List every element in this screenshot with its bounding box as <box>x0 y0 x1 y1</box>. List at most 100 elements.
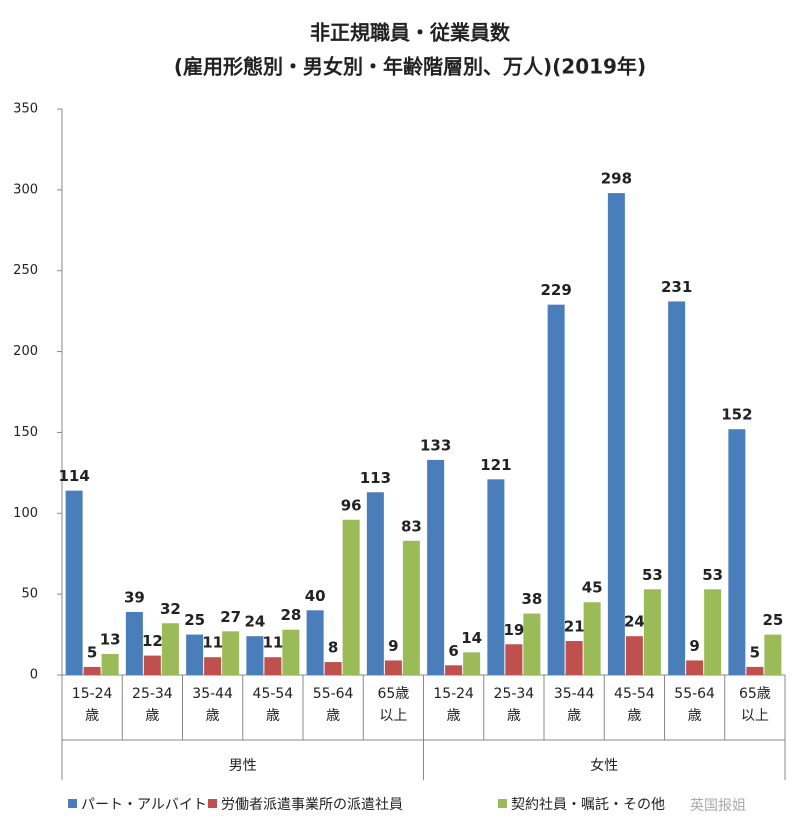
value-label: 13 <box>100 630 121 648</box>
x-tick-label: 歳 <box>627 708 641 724</box>
bar <box>324 662 342 675</box>
x-tick-label: 歳 <box>326 708 340 724</box>
legend-label: パート・アルバイト <box>81 797 207 813</box>
y-tick-label: 250 <box>13 263 38 278</box>
x-tick-label: 歳 <box>266 708 280 724</box>
y-tick-label: 0 <box>30 668 38 683</box>
value-label: 25 <box>762 611 783 629</box>
value-label: 53 <box>702 566 723 584</box>
value-label: 114 <box>58 467 89 485</box>
bar <box>427 459 445 675</box>
bar <box>668 301 686 675</box>
value-label: 298 <box>601 170 632 188</box>
bar <box>264 657 282 675</box>
x-tick-label: 45-54 <box>253 686 294 702</box>
bar <box>764 634 782 675</box>
bar <box>402 540 420 675</box>
value-label: 231 <box>661 278 692 296</box>
x-tick-label: 以上 <box>379 708 407 724</box>
legend-label: 労働者派遣事業所の派遣社員 <box>221 797 403 813</box>
value-label: 152 <box>721 406 752 424</box>
x-tick-label: 歳 <box>507 708 521 724</box>
value-label: 45 <box>582 579 603 597</box>
value-label: 39 <box>124 588 145 606</box>
x-tick-label: 歳 <box>145 708 159 724</box>
bar <box>125 611 143 675</box>
value-label: 12 <box>142 632 163 650</box>
value-label: 40 <box>305 587 326 605</box>
legend-swatch <box>498 799 507 808</box>
x-tick-label: 歳 <box>206 708 220 724</box>
bar <box>547 304 565 675</box>
bar <box>728 429 746 675</box>
bar <box>487 479 505 675</box>
value-label: 133 <box>420 436 451 454</box>
bar <box>445 665 463 675</box>
chart-title: 非正規職員・従業員数 <box>310 21 511 45</box>
bar <box>643 589 661 675</box>
bar <box>246 636 264 675</box>
value-label: 96 <box>341 496 362 514</box>
x-tick-label: 35-44 <box>554 686 595 702</box>
value-label: 5 <box>87 643 97 661</box>
value-label: 14 <box>461 629 482 647</box>
x-tick-label: 55-64 <box>674 686 715 702</box>
value-label: 53 <box>642 566 663 584</box>
bar <box>143 655 161 675</box>
value-label: 9 <box>689 637 699 655</box>
x-tick-label: 65歳 <box>739 686 771 702</box>
bar <box>625 636 643 675</box>
legend-label: 契約社員・嘱託・その他 <box>511 797 665 813</box>
x-tick-label: 25-34 <box>132 686 173 702</box>
bar <box>565 641 583 675</box>
value-label: 83 <box>401 517 422 535</box>
y-tick-label: 300 <box>13 182 38 197</box>
value-label: 6 <box>448 642 458 660</box>
bar <box>186 634 204 675</box>
bar <box>704 589 722 675</box>
x-tick-label: 以上 <box>741 708 769 724</box>
bar <box>384 660 402 675</box>
bar <box>746 666 764 675</box>
value-label: 229 <box>540 281 571 299</box>
value-label: 121 <box>480 456 511 474</box>
x-tick-label: 55-64 <box>313 686 354 702</box>
value-label: 8 <box>328 639 338 657</box>
group-label: 女性 <box>590 757 618 774</box>
y-tick-label: 50 <box>21 587 38 602</box>
value-label: 24 <box>244 613 265 631</box>
legend-swatch <box>68 799 77 808</box>
value-label: 11 <box>202 634 223 652</box>
x-tick-label: 45-54 <box>614 686 655 702</box>
bar <box>505 644 523 675</box>
bar <box>607 193 625 675</box>
value-label: 24 <box>624 613 645 631</box>
value-label: 28 <box>280 606 301 624</box>
x-tick-label: 15-24 <box>72 686 113 702</box>
bar <box>463 652 481 675</box>
x-tick-label: 歳 <box>447 708 461 724</box>
legend-swatch <box>208 799 217 808</box>
value-label: 32 <box>160 600 181 618</box>
value-label: 25 <box>184 611 205 629</box>
value-label: 27 <box>220 608 241 626</box>
value-label: 19 <box>503 621 524 639</box>
group-label: 男性 <box>229 758 257 774</box>
bar <box>83 666 101 675</box>
y-tick-label: 350 <box>13 102 38 117</box>
value-label: 5 <box>750 643 760 661</box>
value-label: 38 <box>521 590 542 608</box>
value-label: 113 <box>360 469 391 487</box>
value-label: 21 <box>564 618 585 636</box>
x-tick-label: 歳 <box>85 708 99 724</box>
y-tick-label: 200 <box>13 344 38 359</box>
x-tick-label: 35-44 <box>192 686 233 702</box>
bar <box>65 490 83 675</box>
x-tick-label: 15-24 <box>433 686 474 702</box>
x-tick-label: 25-34 <box>494 686 535 702</box>
bar <box>161 623 179 675</box>
bar <box>204 657 222 675</box>
bar <box>583 602 601 675</box>
bar <box>101 653 119 675</box>
